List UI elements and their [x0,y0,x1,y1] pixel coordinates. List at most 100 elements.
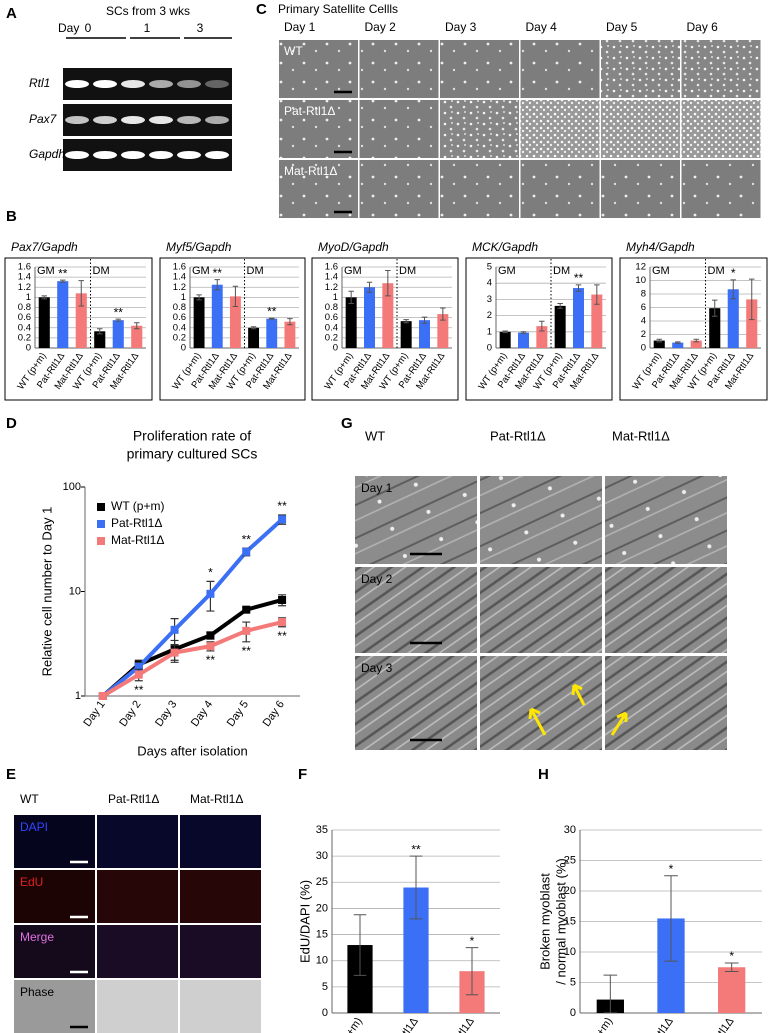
gel-band [205,80,229,88]
legend-swatch [97,520,105,528]
micrograph [97,870,178,923]
micrograph [605,567,727,653]
bar [746,299,758,348]
group-label: GM [498,265,516,277]
point-marker [170,648,179,657]
day-header: Day 2 [365,20,397,34]
error-bar [287,318,293,326]
y-tick-label: 0.4 [325,322,338,333]
arrow [528,707,547,736]
chart-frame [465,257,613,401]
micrograph [601,40,680,98]
y-tick-label: 0 [181,343,186,354]
micrograph [605,656,727,750]
day-header: Day 6 [687,20,719,34]
panel-title: SCs from 3 wks [106,4,190,18]
significance: ** [277,629,287,643]
error-bar [403,319,409,324]
y-tick-label: 0 [333,343,338,354]
point-marker [134,670,143,679]
point-marker [206,642,215,651]
bar [345,297,357,348]
day-label: Day 1 [361,481,393,495]
y-tick-label: 0.2 [18,332,31,343]
y-tick-label: 2 [487,310,492,321]
point-marker [206,589,215,598]
x-tick-label: Pat-Rtl1Δ [639,1015,676,1033]
y-tick-label: 6 [641,302,646,313]
y-axis-label: Broken myoblast [537,873,552,970]
error-bar [730,279,737,300]
day-value: 1 [144,21,151,35]
error-bar [214,279,220,291]
micrograph [440,100,519,158]
micrograph [520,100,600,158]
y-tick-label: 0.6 [18,312,31,323]
panel-label: F [298,766,307,783]
y-tick-label: 0.2 [325,332,338,343]
group-label: GM [652,265,670,277]
y-axis-label: EdU/DAPI (%) [297,880,312,963]
bar [727,289,739,348]
bar [718,967,746,1013]
significance: * [729,949,734,963]
gel-band [93,151,117,159]
significance: ** [242,644,252,658]
arrow [571,683,586,706]
error-bar [748,278,755,321]
y-tick-label: 1.2 [325,282,338,293]
chart-title: Proliferation rate of [133,428,251,444]
significance: ** [213,266,223,280]
error-bar [520,331,527,334]
bar [437,314,449,348]
y-tick-label: 1.2 [18,282,31,293]
gel-band [149,116,173,124]
gel-image [63,139,232,171]
gel-image [63,68,232,100]
y-tick-label: 0.8 [325,302,338,313]
micrograph [601,100,680,158]
micrograph [359,160,439,218]
y-tick-label: 1 [181,292,186,303]
micrograph [605,476,727,564]
y-tick-label: 0 [641,343,646,354]
error-bar [196,294,202,301]
gel-band [205,151,229,159]
significance: ** [242,532,252,546]
day-label: Day 2 [361,572,393,586]
y-tick-label: 35 [316,824,328,836]
significance: ** [267,304,277,318]
y-tick-label: 0.6 [325,312,338,323]
bar [284,321,296,348]
micrograph [681,40,761,98]
y-tick-label: 1.6 [325,262,338,273]
point-marker [242,547,251,556]
error-bar [385,270,391,297]
gel-band [205,116,229,124]
y-tick-label: 4 [641,316,646,327]
error-bar [421,316,428,324]
bar [38,297,50,348]
x-axis-label: Days after isolation [137,743,248,758]
panel-label: G [341,415,353,432]
point-marker [242,605,251,614]
x-tick-label: Day 2 [117,699,143,729]
error-bar [96,328,103,335]
chart-title: Pax7/Gapdh [11,240,78,254]
micrograph [97,925,178,978]
bar [229,296,241,348]
gel-band [177,80,201,88]
column-header: Pat-Rtl1Δ [108,792,159,806]
significance: ** [277,499,287,513]
significance: ** [411,842,421,856]
y-tick-label: 3 [487,294,492,305]
y-tick-label: 5 [322,981,328,993]
micrograph [180,870,261,923]
panel-label: E [6,766,16,783]
x-tick-label: Day 3 [153,699,179,729]
x-tick-label: Mat-Rtl1Δ [699,1015,737,1033]
bar [554,305,566,348]
error-bar [539,320,545,332]
error-bar [711,299,718,317]
